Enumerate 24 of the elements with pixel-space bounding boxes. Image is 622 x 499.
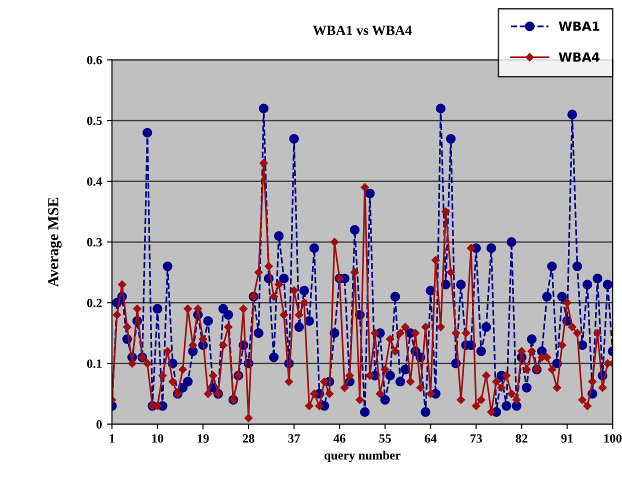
legend-label: WBA1 bbox=[558, 22, 600, 31]
x-tick-label: 64 bbox=[424, 434, 437, 443]
x-tick-label: 100 bbox=[604, 434, 622, 443]
y-tick-label: 0.1 bbox=[87, 359, 102, 368]
x-tick-label: 46 bbox=[333, 434, 346, 443]
chart-title: WBA1 vs WBA4 bbox=[312, 26, 412, 36]
y-tick-label: 0 bbox=[96, 420, 102, 429]
y-tick-label: 0.4 bbox=[87, 177, 102, 186]
y-tick-label: 0.2 bbox=[87, 298, 102, 308]
x-tick-label: 91 bbox=[561, 434, 573, 443]
x-tick-label: 1 bbox=[110, 434, 114, 443]
x-tick-label: 73 bbox=[470, 434, 482, 443]
x-tick-label: 19 bbox=[198, 434, 209, 443]
x-axis-title: query number bbox=[324, 450, 400, 462]
legend-label: WBA4 bbox=[558, 52, 600, 62]
y-axis-title: Average MSE bbox=[48, 198, 62, 287]
y-tick-label: 0.3 bbox=[87, 238, 102, 247]
x-tick-label: 28 bbox=[242, 434, 254, 443]
x-tick-label: 10 bbox=[152, 434, 164, 443]
x-tick-label: 82 bbox=[516, 434, 528, 443]
x-tick-label: 37 bbox=[288, 434, 300, 443]
y-tick-label: 0.6 bbox=[87, 56, 102, 64]
y-tick-label: 0.5 bbox=[87, 116, 102, 126]
x-tick-label: 55 bbox=[379, 434, 391, 443]
